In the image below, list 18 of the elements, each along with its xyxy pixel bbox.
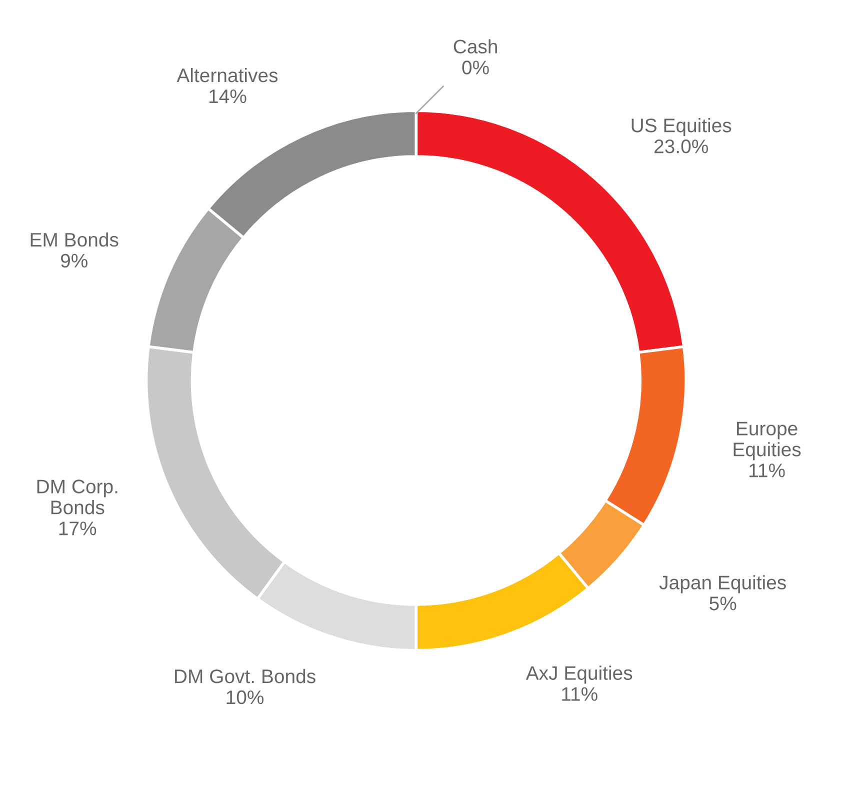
data-label: 10% [226, 690, 264, 704]
slice-label: EM Bonds [30, 232, 118, 247]
slice-label: DM Govt. Bonds [175, 668, 316, 684]
data-label: 23.0% [654, 140, 708, 154]
data-label: 5% [710, 596, 736, 610]
slice-label: Japan Equities [659, 575, 786, 594]
slice-label: US Equities [632, 118, 732, 136]
slice-label: Europe Equities [734, 422, 801, 460]
data-label: 11% [750, 464, 785, 478]
data-label: 11% [562, 687, 598, 701]
text: 0% [462, 60, 489, 74]
slice-label: DM Corp. Bonds [37, 480, 118, 514]
slice-label: AxJ Equities [526, 666, 632, 684]
data-label: 14% [210, 90, 246, 104]
slice-label: Alternatives [176, 68, 278, 82]
data-label: 17% [59, 522, 96, 536]
data-label: 9% [60, 254, 88, 268]
category-label: Cash [454, 39, 497, 54]
